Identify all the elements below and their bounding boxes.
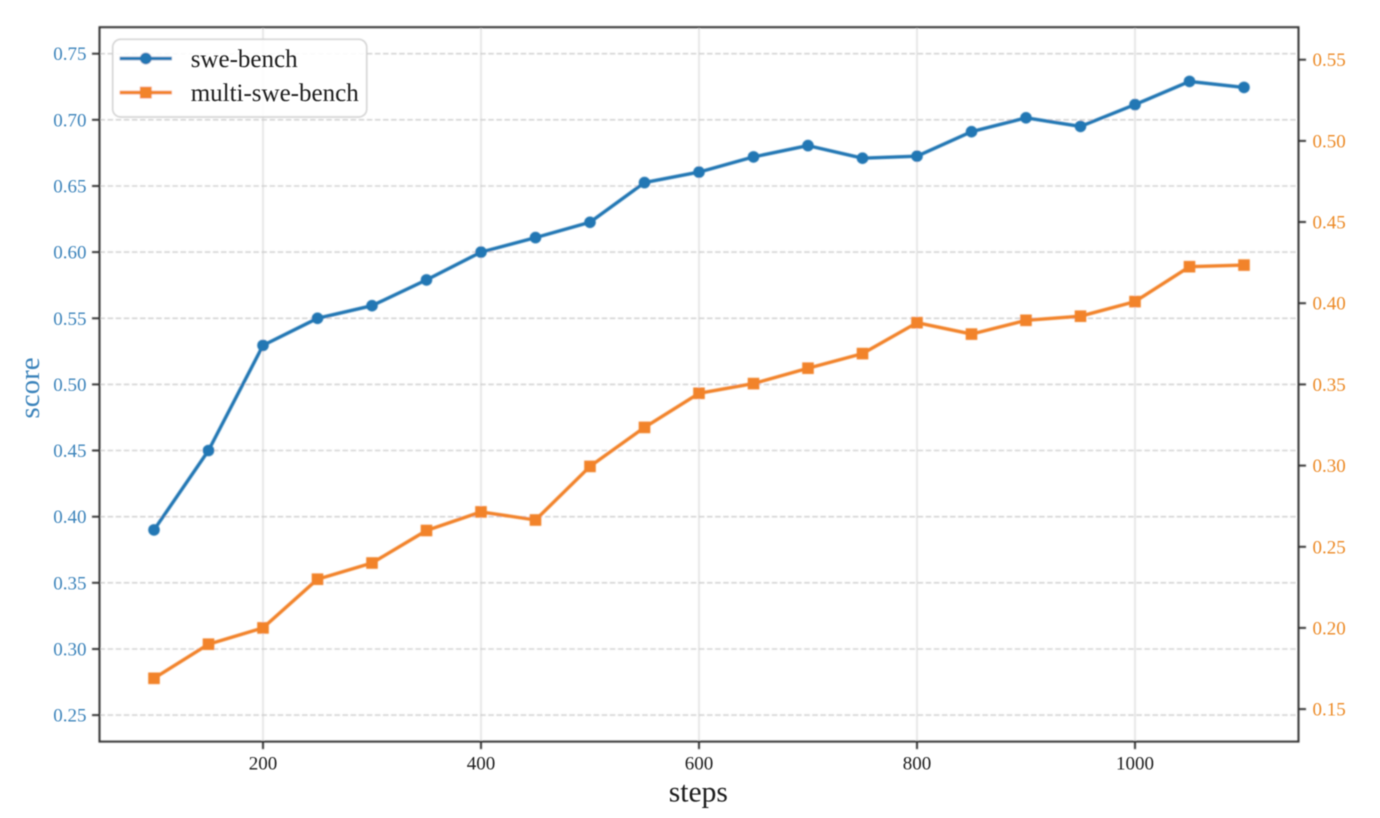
svg-text:0.55: 0.55: [1313, 50, 1346, 71]
svg-text:400: 400: [467, 754, 496, 775]
svg-text:1000: 1000: [1116, 754, 1154, 775]
svg-text:200: 200: [249, 754, 278, 775]
svg-text:score: score: [14, 357, 46, 418]
svg-text:swe-bench: swe-bench: [191, 46, 298, 73]
svg-text:0.45: 0.45: [1313, 213, 1346, 234]
svg-text:0.65: 0.65: [53, 177, 86, 198]
svg-text:multi-swe-bench: multi-swe-bench: [191, 80, 360, 107]
svg-text:0.40: 0.40: [53, 507, 86, 528]
svg-text:600: 600: [685, 754, 714, 775]
svg-text:0.50: 0.50: [53, 375, 86, 396]
svg-text:0.70: 0.70: [53, 110, 86, 131]
svg-text:0.30: 0.30: [53, 640, 86, 661]
svg-text:0.25: 0.25: [53, 706, 86, 727]
svg-text:0.30: 0.30: [1313, 456, 1346, 477]
svg-text:0.75: 0.75: [53, 44, 86, 65]
svg-text:800: 800: [903, 754, 932, 775]
svg-text:steps: steps: [669, 777, 728, 809]
svg-text:0.35: 0.35: [1313, 375, 1346, 396]
svg-text:0.25: 0.25: [1313, 537, 1346, 558]
svg-text:0.50: 0.50: [1313, 131, 1346, 152]
svg-text:0.45: 0.45: [53, 441, 86, 462]
svg-text:0.15: 0.15: [1313, 700, 1346, 721]
svg-text:0.60: 0.60: [53, 243, 86, 264]
svg-text:0.55: 0.55: [53, 309, 86, 330]
svg-text:0.35: 0.35: [53, 573, 86, 594]
svg-text:0.40: 0.40: [1313, 294, 1346, 315]
svg-text:0.20: 0.20: [1313, 618, 1346, 639]
